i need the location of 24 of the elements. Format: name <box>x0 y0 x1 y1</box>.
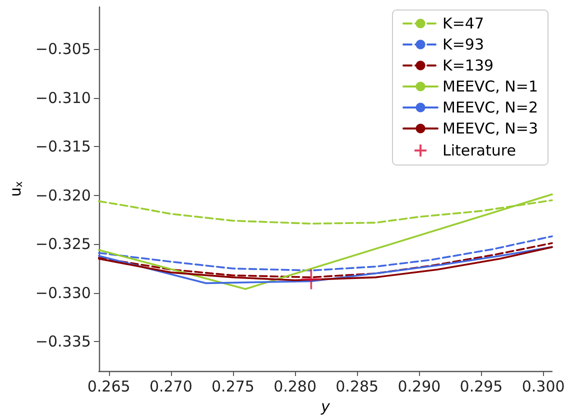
x-tick-label: 0.280 <box>274 378 317 396</box>
legend-label: Literature <box>442 142 516 160</box>
x-axis-title: y <box>320 398 332 416</box>
x-tick-label: 0.290 <box>398 378 441 396</box>
y-tick-label: −0.305 <box>35 40 91 58</box>
y-axis-title: ux <box>6 181 25 197</box>
legend-label: K=93 <box>442 36 484 54</box>
x-tick-label: 0.275 <box>212 378 254 396</box>
x-tick-label: 0.285 <box>336 378 379 396</box>
y-tick-label: −0.320 <box>35 186 91 204</box>
x-tick-label: 0.300 <box>522 378 565 396</box>
y-tick-label: −0.335 <box>35 332 91 351</box>
y-tick-label: −0.330 <box>35 284 91 302</box>
x-tick-label: 0.270 <box>149 378 192 396</box>
legend-label: MEEVC, N=3 <box>442 120 538 138</box>
legend-label: MEEVC, N=1 <box>442 78 538 96</box>
y-tick-label: −0.325 <box>35 235 91 254</box>
x-tick-label: 0.265 <box>87 378 130 396</box>
x-tick-label: 0.295 <box>460 378 503 396</box>
y-tick-label: −0.310 <box>35 88 91 107</box>
y-tick-label: −0.315 <box>35 138 91 156</box>
legend-label: K=47 <box>442 14 484 32</box>
legend-label: MEEVC, N=2 <box>442 98 538 116</box>
legend-label: K=139 <box>442 56 494 74</box>
